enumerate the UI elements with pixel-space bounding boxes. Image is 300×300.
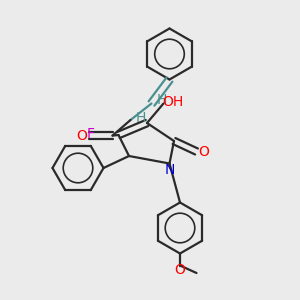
Text: OH: OH (162, 95, 183, 109)
Text: H: H (136, 111, 146, 124)
Text: O: O (199, 145, 209, 158)
Text: H: H (157, 94, 167, 107)
Text: N: N (164, 163, 175, 176)
Text: O: O (175, 263, 185, 277)
Text: F: F (87, 127, 95, 141)
Text: O: O (76, 129, 87, 142)
